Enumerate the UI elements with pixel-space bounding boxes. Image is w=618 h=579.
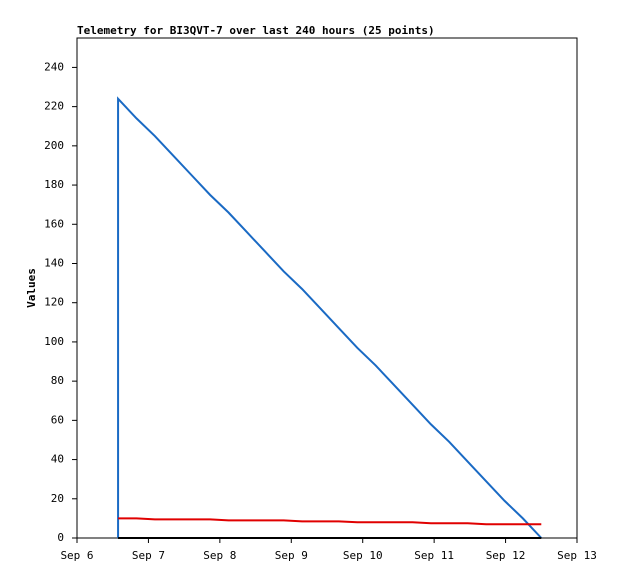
series-line	[117, 96, 543, 539]
y-tick-label: 180	[44, 178, 64, 191]
y-tick-label: 200	[44, 139, 64, 152]
y-tick-label: 0	[57, 531, 64, 544]
y-tick-label: 240	[44, 60, 64, 73]
chart-title: Telemetry for BI3QVT-7 over last 240 hou…	[77, 24, 435, 37]
x-tick-label: Sep 8	[203, 549, 236, 562]
y-tick-label: 160	[44, 217, 64, 230]
x-tick-label: Sep 12	[486, 549, 526, 562]
x-tick-label: Sep 11	[414, 549, 454, 562]
y-tick-label: 120	[44, 296, 64, 309]
x-tick-label: Sep 9	[275, 549, 308, 562]
y-tick-label: 40	[51, 453, 64, 466]
x-tick-label: Sep 6	[60, 549, 93, 562]
y-axis-label: Values	[25, 268, 38, 308]
plot-frame	[76, 37, 578, 539]
y-tick-label: 140	[44, 256, 64, 269]
y-tick-label: 220	[44, 100, 64, 113]
x-tick-label: Sep 7	[132, 549, 165, 562]
x-tick-label: Sep 13	[557, 549, 597, 562]
y-tick-label: 20	[51, 492, 64, 505]
x-tick-label: Sep 10	[343, 549, 383, 562]
y-tick-label: 80	[51, 374, 64, 387]
series-line	[118, 517, 542, 526]
y-tick-label: 100	[44, 335, 64, 348]
y-tick-label: 60	[51, 413, 64, 426]
